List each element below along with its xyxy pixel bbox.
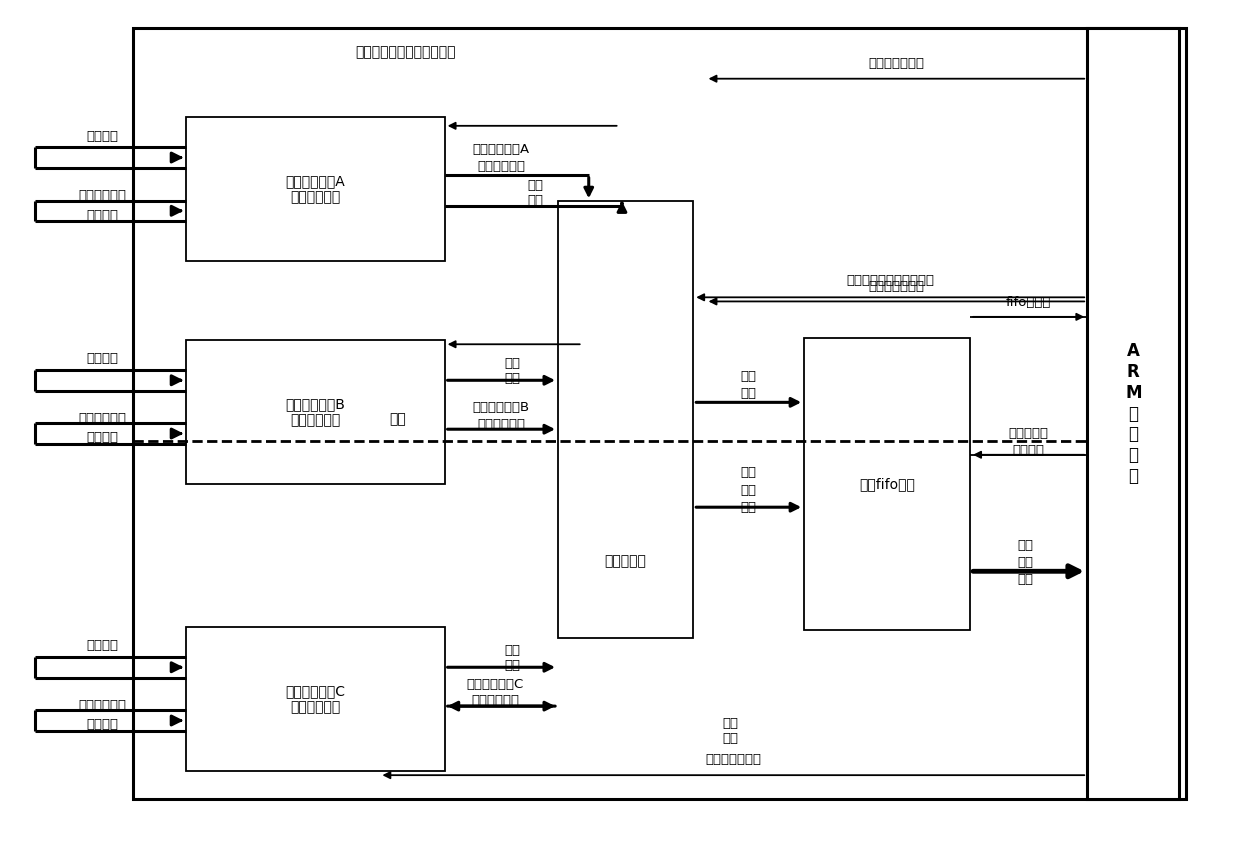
Text: 连续触发控制字: 连续触发控制字 <box>869 57 924 70</box>
Text: 使能: 使能 <box>504 659 520 672</box>
Text: 串行总线协议A: 串行总线协议A <box>473 143 530 156</box>
Bar <box>804 338 970 630</box>
Text: 连续: 连续 <box>741 466 757 479</box>
Bar <box>186 340 445 484</box>
Text: 控制信号: 控制信号 <box>87 432 119 445</box>
Text: 连续: 连续 <box>1017 539 1033 552</box>
Text: 存数: 存数 <box>528 178 544 191</box>
Text: 存数: 存数 <box>504 356 520 369</box>
Text: 连续触发数据: 连续触发数据 <box>477 418 525 431</box>
Text: 存数: 存数 <box>504 644 520 657</box>
Text: 控制信号: 控制信号 <box>87 718 119 731</box>
Text: 通道数据: 通道数据 <box>87 639 119 652</box>
Text: 触发: 触发 <box>741 484 757 497</box>
Text: 数据: 数据 <box>1017 573 1033 586</box>
Text: 串行总线协议C: 串行总线协议C <box>467 678 524 691</box>
Text: 存数: 存数 <box>722 717 738 730</box>
Text: 读数时钟和: 读数时钟和 <box>1009 426 1048 440</box>
Text: 串行总线协议A
连续触发模块: 串行总线协议A 连续触发模块 <box>286 174 346 204</box>
Text: 通道数据: 通道数据 <box>87 352 119 365</box>
Text: 连续触发控制字: 连续触发控制字 <box>869 279 924 292</box>
Text: 数据选择器: 数据选择器 <box>605 554 647 568</box>
Bar <box>186 118 445 261</box>
Text: 连续触发协议选择控制字: 连续触发协议选择控制字 <box>846 273 934 286</box>
Text: 使能: 使能 <box>528 194 544 207</box>
Bar <box>1087 29 1180 799</box>
Text: 存数: 存数 <box>741 370 757 383</box>
Text: 触发: 触发 <box>1017 556 1033 569</box>
Bar <box>558 202 694 638</box>
Text: 串行总线协议B
连续触发模块: 串行总线协议B 连续触发模块 <box>285 397 346 427</box>
Text: 数据: 数据 <box>741 501 757 514</box>
Text: 串行总线协议C
连续触发模块: 串行总线协议C 连续触发模块 <box>285 684 346 714</box>
Text: 时钟和采样率: 时钟和采样率 <box>78 412 126 425</box>
Text: 使能: 使能 <box>504 372 520 385</box>
Text: 连续触发控制字: 连续触发控制字 <box>705 753 761 766</box>
Text: 异步fifo模块: 异步fifo模块 <box>859 477 916 491</box>
Text: 使能: 使能 <box>722 732 738 745</box>
Text: 读数使能: 读数使能 <box>1012 444 1044 457</box>
Text: 时钟: 时钟 <box>389 413 406 426</box>
Text: 时钟和采样率: 时钟和采样率 <box>78 699 126 712</box>
Text: 使能: 使能 <box>741 388 757 400</box>
Text: 时钟和采样率: 时钟和采样率 <box>78 189 126 202</box>
Text: A
R
M
接
口
模
块: A R M 接 口 模 块 <box>1125 343 1141 485</box>
Text: 连续触发数据: 连续触发数据 <box>471 695 519 708</box>
Text: fifo空标志: fifo空标志 <box>1006 296 1052 309</box>
Text: 控制信号: 控制信号 <box>87 208 119 221</box>
Text: 连续触发数据: 连续触发数据 <box>477 160 525 173</box>
Text: 通道数据: 通道数据 <box>87 130 119 143</box>
Text: 串行总线协议B: 串行总线协议B <box>473 401 530 414</box>
Bar <box>186 627 445 771</box>
Text: 串行总线协议连续触发模块: 串行总线协议连续触发模块 <box>354 45 456 59</box>
Bar <box>134 29 1186 799</box>
